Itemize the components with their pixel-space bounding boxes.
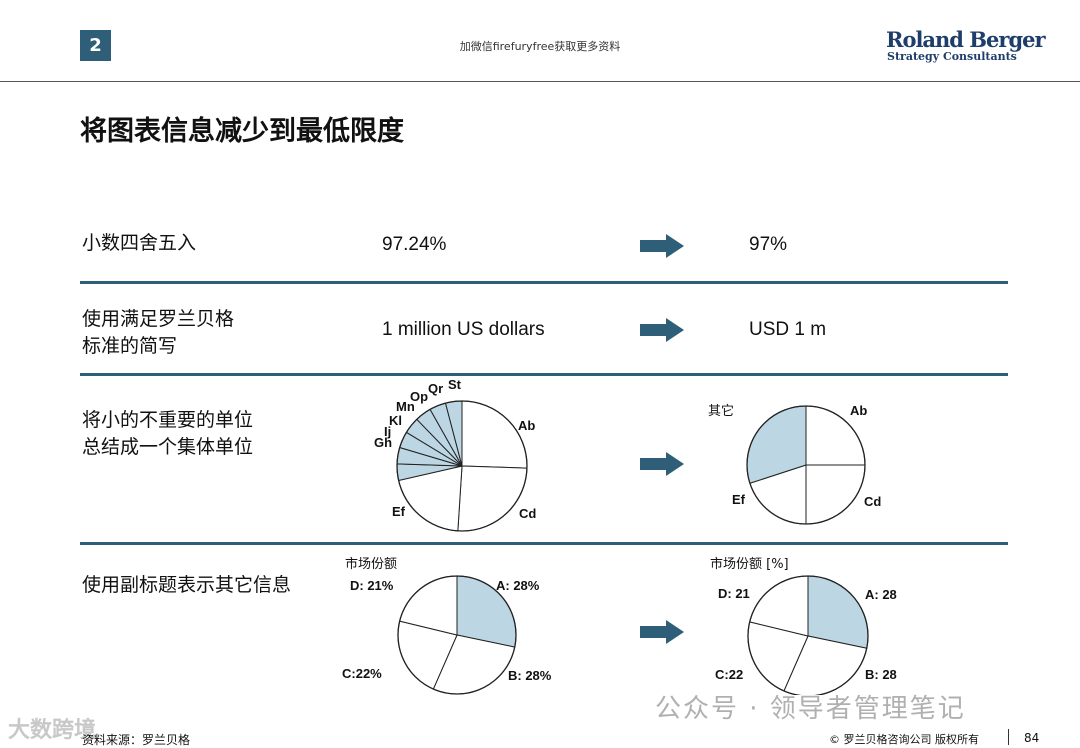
pie1-label-op: Op [410,389,428,404]
pie4-label-a: A: 28 [865,587,897,602]
row1-label: 小数四舍五入 [82,232,197,254]
row3-label-line2: 总结成一个集体单位 [82,436,254,458]
pie4-label-d: D: 21 [718,586,750,601]
footer-divider [1008,729,1009,745]
pie2-label-ef: Ef [732,492,746,507]
footer-source: 资料来源：罗兰贝格 [82,733,191,747]
pie4-outline [747,575,869,695]
row-divider-2 [80,373,1008,376]
pie4-label-c: C:22 [715,667,743,682]
pie1-outline [396,400,528,532]
footer-copyright: © 罗兰贝格咨询公司 版权所有 [829,733,979,746]
pie1-label-kl: Kl [389,413,402,428]
pie2-label-cd: Cd [864,494,881,509]
pie2-label-other: 其它 [708,403,734,419]
header-divider [0,81,1080,82]
pie1-label-qr: Qr [428,381,443,396]
row2-after: USD 1 m [749,319,827,340]
pie4-caption: 市场份额 [%] [710,557,789,572]
row-divider-1 [80,281,1008,284]
pie1-label-cd: Cd [519,506,536,521]
watermark-text: 公众号 · 领导者管理笔记 [655,694,966,724]
row2-label-line2: 标准的简写 [82,335,178,357]
pie4-label-b: B: 28 [865,667,897,682]
logo-roland-berger: Roland Berger [886,27,1046,52]
pie1-label-ab: Ab [518,418,535,433]
row3-label: 将小的不重要的单位 总结成一个集体单位 [82,407,253,461]
pie3-label-c: C:22% [342,666,382,681]
pie1-label-gh: Gh [374,435,392,450]
pie1-slice-0 [461,400,528,469]
row1-after: 97% [749,234,788,255]
pie1-slice-1 [457,465,528,532]
row3-arrow-icon [640,452,684,476]
row2-before: 1 million US dollars [382,319,545,340]
watermark-corner: 大数跨境 [8,718,97,743]
pie3-caption: 市场份额 [345,557,398,572]
pie1-label-ef: Ef [392,504,406,519]
logo-subtitle: Strategy Consultants [887,50,1017,63]
row2-label-line1: 使用满足罗兰贝格 [82,308,235,330]
pie-chart-detailed: Ab Cd Ef Gh Ij Kl Mn Op Qr St [374,377,536,532]
pie3-label-d: D: 21% [350,578,394,593]
pie-chart-grouped: Ab Cd Ef 其它 [708,403,881,525]
pie3-outline [397,575,517,695]
page-title: 将图表信息减少到最低限度 [80,116,404,147]
pie1-label-st: St [448,377,462,392]
pie-chart-share-percent: A: 28% B: 28% C:22% D: 21% [342,575,552,695]
row1-arrow-icon [640,234,684,258]
pie4-slices [747,575,869,695]
pie1-slices [396,400,528,532]
row2-label: 使用满足罗兰贝格 标准的简写 [82,306,234,360]
pie1-label-ij: Ij [384,424,391,439]
row4-label: 使用副标题表示其它信息 [82,574,292,596]
pie1-label-mn: Mn [396,399,415,414]
pie3-label-b: B: 28% [508,668,552,683]
row3-label-line1: 将小的不重要的单位 [82,409,254,431]
pie2-outline [746,405,866,525]
row2-arrow-icon [640,318,684,342]
pie2-slices [746,405,866,525]
row-divider-3 [80,542,1008,545]
pie2-slice-1 [805,464,866,525]
page-number-badge: 2 [80,30,111,61]
header-note: 加微信firefuryfree获取更多资料 [459,40,621,53]
row1-before: 97.24% [382,234,447,255]
pie-chart-share-unit-in-title: A: 28 B: 28 C:22 D: 21 [715,575,897,695]
pie2-label-ab: Ab [850,403,867,418]
pie3-slices [397,575,517,695]
pie3-label-a: A: 28% [496,578,540,593]
footer-page-number: 84 [1024,731,1040,745]
row4-arrow-icon [640,620,684,644]
